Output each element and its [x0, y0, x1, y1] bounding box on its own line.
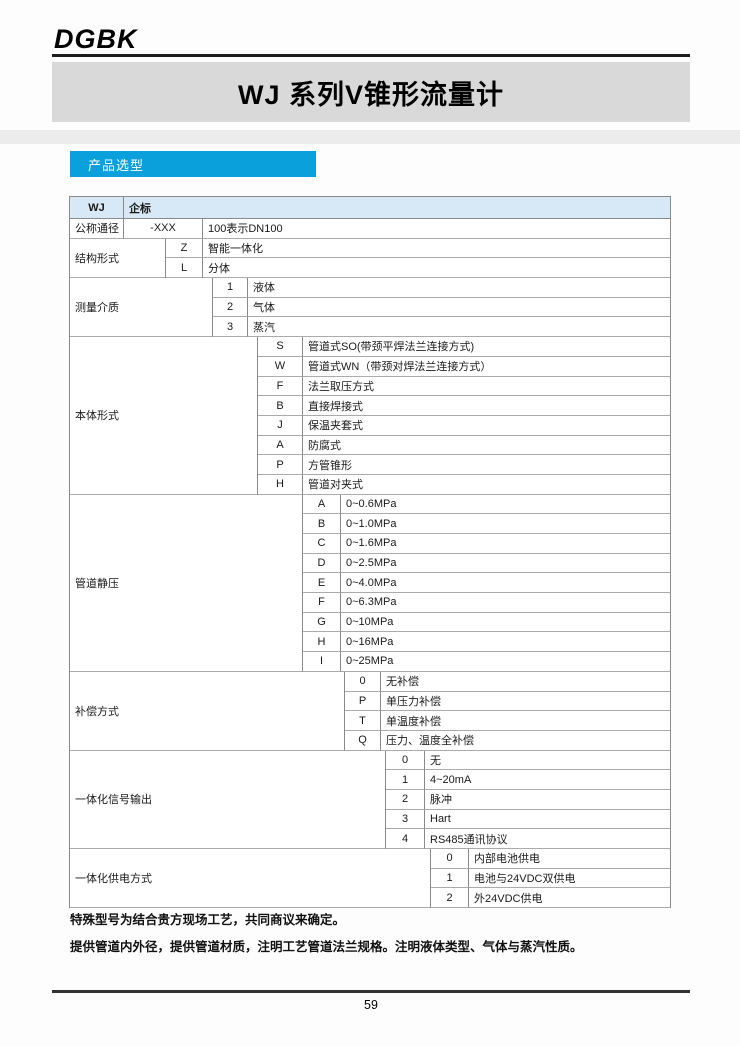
table-cell-code: A: [258, 435, 303, 456]
table-cell-label: 结构形式: [70, 238, 166, 279]
brand-logo: DGBK: [54, 24, 138, 54]
title-banner: WJ 系列V锥形流量计: [52, 62, 690, 122]
table-cell-code: P: [258, 455, 303, 475]
table-cell-code: 3: [213, 317, 248, 338]
table-cell-code: 2: [386, 789, 425, 810]
table-cell-desc: 蒸汽: [248, 317, 671, 338]
table-cell-desc: 直接焊接式: [303, 396, 671, 416]
table-cell-code: H: [258, 474, 303, 495]
table-cell-code: S: [258, 337, 303, 357]
table-cell-desc: 气体: [248, 297, 671, 318]
table-cell-code: 1: [386, 770, 425, 790]
table-cell-code: W: [258, 356, 303, 377]
table-cell-desc: 脉冲: [425, 789, 671, 810]
table-cell-desc: 0~4.0MPa: [341, 573, 671, 594]
table-cell-code: H: [303, 632, 341, 653]
table-cell-code: 0: [386, 750, 425, 771]
section-header-label: 产品选型: [88, 157, 145, 173]
table-cell-code: 2: [213, 297, 248, 318]
table-cell-desc: 0~25MPa: [341, 652, 671, 672]
notes-block: 特殊型号为结合贵方现场工艺，共同商议来确定。 提供管道内外径，提供管道材质，注明…: [70, 911, 670, 965]
table-cell-desc: 压力、温度全补偿: [381, 730, 671, 751]
table-cell-desc: RS485通讯协议: [425, 829, 671, 849]
table-cell-desc: 保温夹套式: [303, 415, 671, 436]
page-title: WJ 系列V锥形流量计: [237, 79, 504, 110]
table-cell-desc: 单温度补偿: [381, 711, 671, 731]
table-cell-label: 一体化供电方式: [70, 849, 431, 909]
table-cell-label: 测量介质: [70, 278, 213, 338]
header-rule: [52, 54, 690, 57]
table-cell-desc: 管道式WN（带颈对焊法兰连接方式）: [303, 356, 671, 377]
table-cell-code: F: [303, 593, 341, 613]
table-cell-desc: 无补偿: [381, 671, 671, 692]
table-cell-code: F: [258, 376, 303, 397]
table-cell-desc: 液体: [248, 278, 671, 298]
table-cell-desc: 防腐式: [303, 435, 671, 456]
table-cell-code: T: [345, 711, 381, 731]
table-cell-desc: 外24VDC供电: [469, 888, 671, 909]
page-number: 59: [364, 998, 378, 1012]
table-cell-code: B: [258, 396, 303, 416]
table-cell-desc: 管道式SO(带颈平焊法兰连接方式): [303, 337, 671, 357]
table-cell-code: E: [303, 573, 341, 594]
table-cell-desc: 4~20mA: [425, 770, 671, 790]
table-cell-code: L: [166, 258, 203, 279]
table-cell-desc: 法兰取压方式: [303, 376, 671, 397]
table-cell-code: Q: [345, 730, 381, 751]
footer-rule: [52, 990, 690, 993]
table-cell-label: 公称通径: [70, 219, 124, 239]
table-cell-code: J: [258, 415, 303, 436]
table-cell-code: 3: [386, 809, 425, 830]
table-cell-code: I: [303, 652, 341, 672]
table-cell-desc: 0~6.3MPa: [341, 593, 671, 613]
table-header-code: WJ: [70, 197, 124, 219]
table-cell-desc: 100表示DN100: [203, 219, 671, 239]
table-cell-label: 管道静压: [70, 494, 303, 672]
table-cell-label: 补偿方式: [70, 671, 345, 751]
table-cell-code: 4: [386, 829, 425, 849]
table-cell-code: P: [345, 691, 381, 712]
table-cell-desc: 0~2.5MPa: [341, 553, 671, 574]
table-cell-desc: 管道对夹式: [303, 474, 671, 495]
table-cell-desc: 0~10MPa: [341, 612, 671, 633]
table-cell-desc: 智能一体化: [203, 238, 671, 259]
table-cell-code: C: [303, 534, 341, 554]
table-cell-code: B: [303, 514, 341, 534]
scan-band: [0, 130, 740, 144]
table-cell-code: 1: [431, 868, 469, 889]
table-cell-label: 本体形式: [70, 337, 258, 495]
table-cell-code: 0: [431, 849, 469, 869]
table-cell-desc: 0~0.6MPa: [341, 494, 671, 515]
table-cell-code: -XXX: [124, 219, 203, 239]
table-cell-desc: Hart: [425, 809, 671, 830]
table-cell-desc: 内部电池供电: [469, 849, 671, 869]
table-cell-desc: 0~1.0MPa: [341, 514, 671, 534]
note-line-1: 特殊型号为结合贵方现场工艺，共同商议来确定。: [70, 913, 346, 927]
table-cell-code: 0: [345, 671, 381, 692]
table-cell-code: G: [303, 612, 341, 633]
table-cell-code: Z: [166, 238, 203, 259]
table-header-desc: 企标: [124, 197, 671, 219]
table-cell-desc: 单压力补偿: [381, 691, 671, 712]
note-line-2: 提供管道内外径，提供管道材质，注明工艺管道法兰规格。注明液体类型、气体与蒸汽性质…: [70, 940, 583, 954]
table-cell-code: 2: [431, 888, 469, 909]
table-cell-code: D: [303, 553, 341, 574]
table-cell-desc: 电池与24VDC双供电: [469, 868, 671, 889]
table-cell-desc: 0~16MPa: [341, 632, 671, 653]
table-cell-label: 一体化信号输出: [70, 750, 386, 849]
selection-table: WJ 企标 公称通径 -XXX 100表示DN100 结构形式 Z 智能一体化 L 分体 测量介质 1…: [69, 196, 671, 909]
table-cell-code: A: [303, 494, 341, 515]
table-cell-desc: 无: [425, 750, 671, 771]
table-cell-desc: 分体: [203, 258, 671, 279]
table-cell-desc: 方管锥形: [303, 455, 671, 475]
table-cell-desc: 0~1.6MPa: [341, 534, 671, 554]
table-cell-code: 1: [213, 278, 248, 298]
section-header-bar: 产品选型: [70, 151, 316, 177]
